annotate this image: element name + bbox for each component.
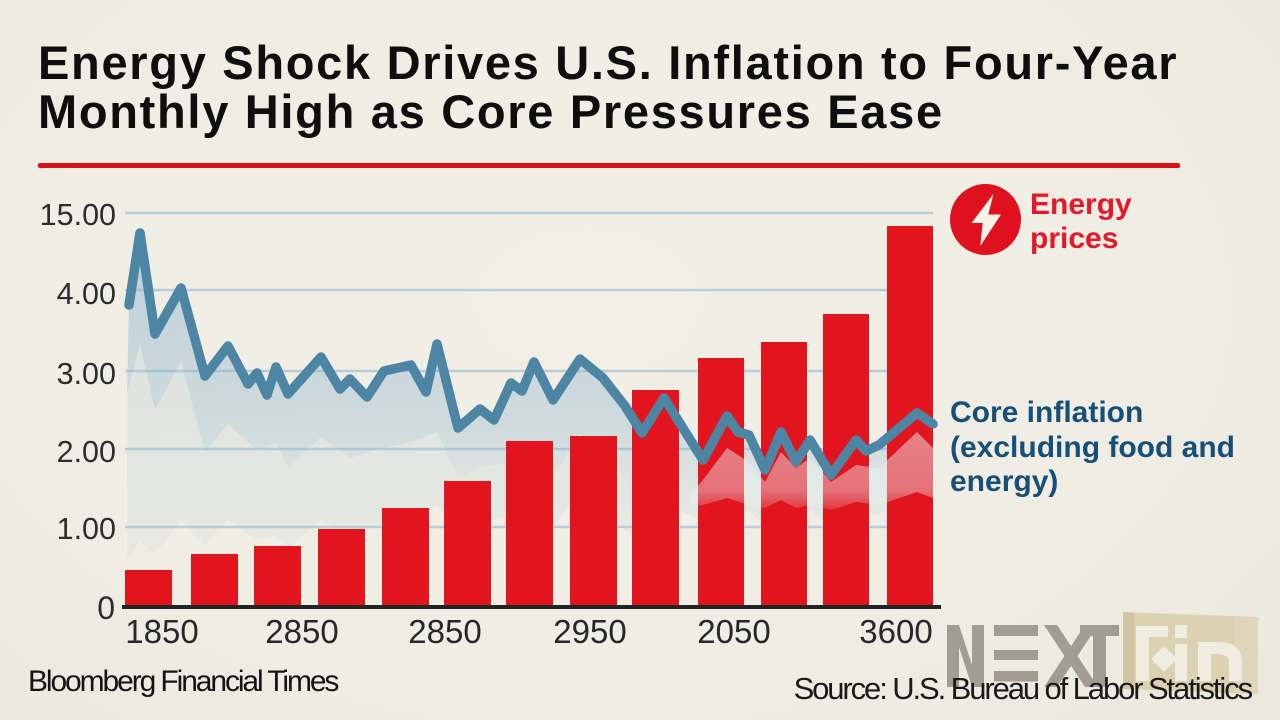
svg-text:1850: 1850 [125,613,198,650]
svg-text:3600: 3600 [859,613,932,650]
svg-text:15.00: 15.00 [40,198,116,232]
svg-text:3.00: 3.00 [57,357,116,391]
svg-text:1.00: 1.00 [57,512,116,546]
svg-text:2050: 2050 [697,613,770,650]
svg-text:2850: 2850 [408,613,481,650]
svg-text:2.00: 2.00 [57,435,116,469]
svg-text:2850: 2850 [265,613,338,650]
svg-text:2950: 2950 [553,613,626,650]
svg-text:0: 0 [97,590,115,626]
svg-text:4.00: 4.00 [57,277,116,311]
